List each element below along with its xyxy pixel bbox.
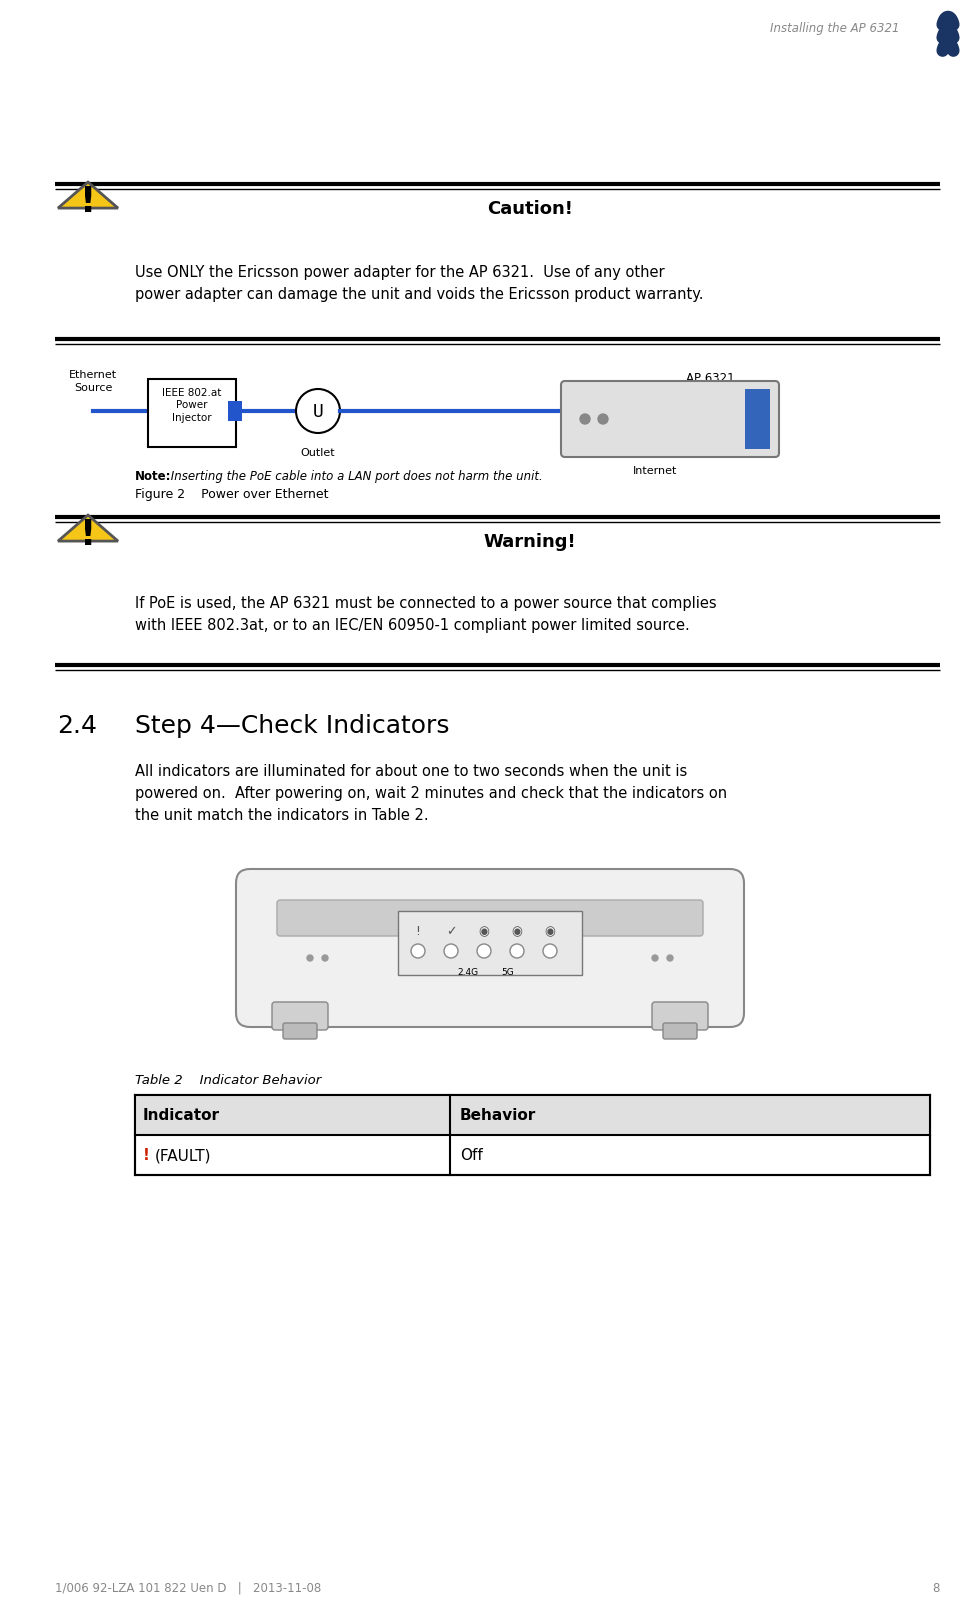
- Circle shape: [597, 414, 608, 425]
- Text: 8: 8: [932, 1581, 939, 1594]
- FancyBboxPatch shape: [272, 1003, 327, 1030]
- Text: !: !: [80, 185, 96, 218]
- Text: Figure 2    Power over Ethernet: Figure 2 Power over Ethernet: [135, 488, 328, 501]
- Text: Outlet: Outlet: [300, 448, 335, 457]
- Circle shape: [307, 955, 313, 961]
- Circle shape: [652, 955, 658, 961]
- Text: Step 4—Check Indicators: Step 4—Check Indicators: [135, 714, 449, 738]
- Circle shape: [666, 955, 672, 961]
- FancyBboxPatch shape: [398, 912, 581, 976]
- FancyBboxPatch shape: [276, 900, 702, 936]
- Text: ✓: ✓: [446, 924, 456, 937]
- Text: Installing the AP 6321: Installing the AP 6321: [770, 22, 899, 35]
- Text: If PoE is used, the AP 6321 must be connected to a power source that complies
wi: If PoE is used, the AP 6321 must be conn…: [135, 595, 716, 632]
- Text: Behavior: Behavior: [459, 1107, 535, 1123]
- Text: ◉: ◉: [511, 924, 522, 937]
- Text: !: !: [143, 1148, 149, 1162]
- FancyBboxPatch shape: [282, 1024, 317, 1040]
- FancyBboxPatch shape: [135, 1095, 929, 1175]
- Text: Warning!: Warning!: [484, 533, 575, 551]
- Text: U: U: [313, 403, 323, 421]
- Text: 5G: 5G: [501, 968, 514, 976]
- Circle shape: [509, 944, 524, 958]
- Circle shape: [542, 944, 557, 958]
- Text: !: !: [415, 924, 420, 937]
- Circle shape: [321, 955, 327, 961]
- Text: Note:: Note:: [135, 470, 171, 483]
- FancyBboxPatch shape: [235, 870, 743, 1027]
- FancyBboxPatch shape: [744, 390, 769, 449]
- Polygon shape: [58, 183, 118, 209]
- Text: 2.4: 2.4: [57, 714, 97, 738]
- Text: ◉: ◉: [478, 924, 488, 937]
- Text: AP 6321: AP 6321: [685, 372, 734, 385]
- Text: Ethernet
Source: Ethernet Source: [68, 369, 117, 393]
- Text: IEEE 802.at
Power
Injector: IEEE 802.at Power Injector: [162, 388, 222, 422]
- Text: Caution!: Caution!: [487, 201, 573, 218]
- Circle shape: [444, 944, 457, 958]
- Circle shape: [410, 944, 425, 958]
- Text: 2.4G: 2.4G: [457, 968, 479, 976]
- Text: (FAULT): (FAULT): [154, 1148, 211, 1162]
- Text: ◉: ◉: [544, 924, 555, 937]
- Text: Off: Off: [459, 1148, 483, 1162]
- FancyBboxPatch shape: [135, 1095, 929, 1135]
- Text: Indicator: Indicator: [143, 1107, 220, 1123]
- Text: Table 2    Indicator Behavior: Table 2 Indicator Behavior: [135, 1074, 320, 1087]
- Circle shape: [296, 390, 340, 433]
- FancyBboxPatch shape: [228, 401, 241, 422]
- Text: 1/006 92-LZA 101 822 Uen D   |   2013-11-08: 1/006 92-LZA 101 822 Uen D | 2013-11-08: [55, 1581, 320, 1594]
- Text: Inserting the PoE cable into a LAN port does not harm the unit.: Inserting the PoE cable into a LAN port …: [167, 470, 542, 483]
- Polygon shape: [58, 515, 118, 542]
- Text: Internet: Internet: [632, 465, 676, 475]
- Text: Use ONLY the Ericsson power adapter for the AP 6321.  Use of any other
power ada: Use ONLY the Ericsson power adapter for …: [135, 265, 702, 302]
- Text: !: !: [80, 518, 96, 552]
- FancyBboxPatch shape: [652, 1003, 707, 1030]
- FancyBboxPatch shape: [561, 382, 779, 457]
- FancyBboxPatch shape: [148, 380, 235, 448]
- Text: All indicators are illuminated for about one to two seconds when the unit is
pow: All indicators are illuminated for about…: [135, 764, 726, 823]
- FancyBboxPatch shape: [662, 1024, 697, 1040]
- Circle shape: [477, 944, 490, 958]
- Circle shape: [579, 414, 589, 425]
